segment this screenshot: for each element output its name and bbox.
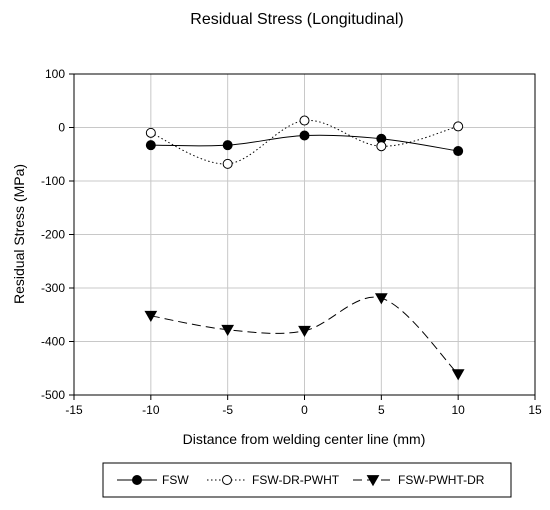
legend-item-0: FSW [117,473,189,487]
data-point [451,369,465,381]
legend-label: FSW-DR-PWHT [252,473,340,487]
data-point [376,141,387,152]
x-axis-label: Distance from welding center line (mm) [183,431,426,447]
data-point [299,115,310,126]
chart-title: Residual Stress (Longitudinal) [190,11,403,28]
series-layer [144,115,465,381]
data-point [144,310,158,323]
legend-item-1: FSW-DR-PWHT [207,473,340,487]
series-0 [145,130,464,157]
x-tick-label: 5 [378,403,385,417]
grid [74,74,535,395]
legend-marker [132,475,142,485]
y-tick-label: -500 [41,388,65,402]
data-point [453,146,464,157]
y-tick-label: 100 [45,67,65,81]
legend-marker [366,475,380,487]
x-tick-label: 10 [451,403,465,417]
y-tick-label: -200 [41,228,65,242]
data-point [374,293,388,305]
legend-item-2: FSW-PWHT-DR [353,473,485,487]
data-point [299,130,310,141]
series-1 [145,115,464,169]
data-point [145,140,156,151]
axis-ticks: -15 -10 -5 0 5 10 15 100 0 -100 -200 -300 -400 -500 [41,67,542,417]
data-point [453,121,464,132]
data-point [298,325,311,338]
y-tick-label: -400 [41,335,65,349]
series-2 [144,293,465,381]
x-tick-label: -5 [222,403,233,417]
y-axis-label: Residual Stress (MPa) [11,164,27,304]
legend-box [102,462,512,498]
legend-label: FSW [162,473,189,487]
legend-marker [222,475,232,485]
x-tick-label: 15 [528,403,542,417]
data-point [222,158,233,169]
data-point [222,140,233,151]
legend-label: FSW-PWHT-DR [398,473,485,487]
x-tick-label: 0 [301,403,308,417]
x-tick-label: -10 [142,403,160,417]
y-tick-label: -300 [41,281,65,295]
legend: FSW FSW-DR-PWHT FSW-PWHT-DR [102,462,512,498]
y-tick-label: 0 [58,121,65,135]
data-point [145,127,156,138]
data-point [221,324,235,336]
y-tick-label: -100 [41,174,65,188]
x-tick-label: -15 [65,403,83,417]
